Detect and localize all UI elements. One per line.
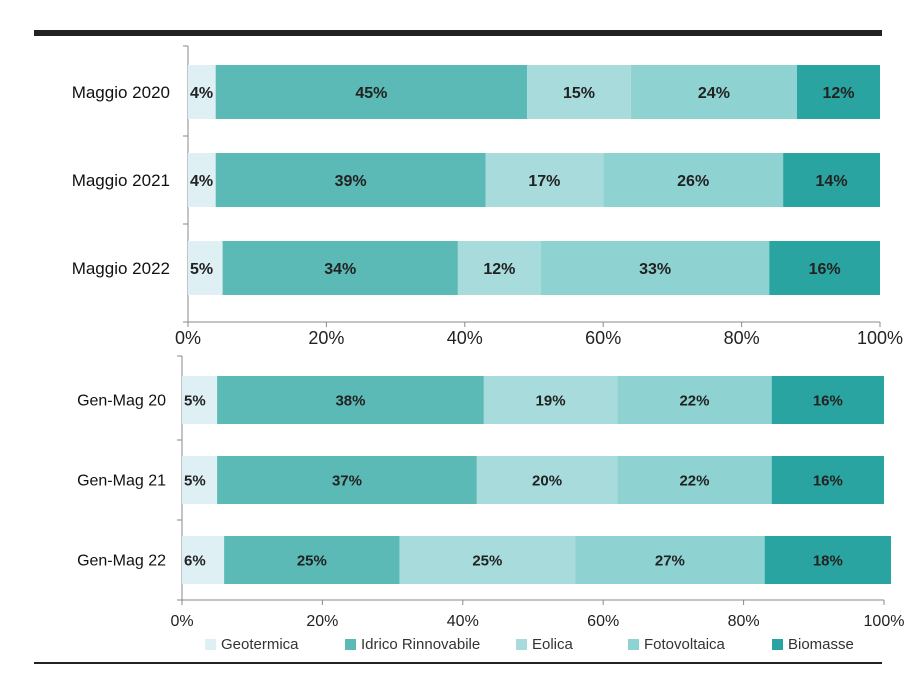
bar-segment <box>783 153 880 207</box>
data-label: 17% <box>528 173 560 190</box>
data-label: 6% <box>184 552 206 569</box>
category-label: Gen-Mag 20 <box>77 393 166 410</box>
legend-label: Eolica <box>532 636 574 653</box>
category-label: Maggio 2021 <box>72 171 170 190</box>
data-label: 12% <box>822 85 854 102</box>
bottom-rule <box>34 662 882 664</box>
x-tick-label: 20% <box>306 613 338 630</box>
x-tick-label: 0% <box>170 613 193 630</box>
x-tick-label: 100% <box>864 613 905 630</box>
category-label: Maggio 2022 <box>72 259 170 278</box>
x-tick-label: 0% <box>175 328 201 348</box>
data-label: 20% <box>532 472 562 489</box>
bar-segment <box>540 241 770 295</box>
bar-segment <box>182 456 218 504</box>
data-label: 33% <box>639 261 671 278</box>
legend-swatch <box>516 639 527 650</box>
data-label: 45% <box>355 85 387 102</box>
legend-swatch <box>205 639 216 650</box>
x-tick-label: 100% <box>857 328 903 348</box>
legend-label: Geotermica <box>221 636 299 653</box>
bar-segment <box>796 65 880 119</box>
data-label: 22% <box>679 472 709 489</box>
bar-segment <box>630 65 797 119</box>
x-tick-label: 40% <box>447 613 479 630</box>
bar-segment <box>764 536 892 584</box>
bar-segment <box>399 536 576 584</box>
x-tick-label: 80% <box>728 613 760 630</box>
bar-segment <box>483 376 618 424</box>
data-label: 34% <box>324 261 356 278</box>
bar-segment <box>215 153 486 207</box>
bar-segment <box>182 376 218 424</box>
category-label: Gen-Mag 21 <box>77 473 166 490</box>
bar-segment <box>769 241 880 295</box>
category-label: Gen-Mag 22 <box>77 553 166 570</box>
data-label: 16% <box>813 472 843 489</box>
bar-segment <box>476 456 618 504</box>
x-tick-label: 60% <box>587 613 619 630</box>
x-tick-label: 80% <box>724 328 760 348</box>
data-label: 26% <box>677 173 709 190</box>
legend-swatch <box>628 639 639 650</box>
bar-segment <box>222 241 458 295</box>
data-label: 25% <box>472 552 502 569</box>
x-tick-label: 40% <box>447 328 483 348</box>
bar-segment <box>224 536 400 584</box>
bar-segment <box>217 456 477 504</box>
bar-segment <box>457 241 541 295</box>
data-label: 4% <box>190 173 213 190</box>
legend-label: Biomasse <box>788 636 854 653</box>
bar-segment <box>603 153 784 207</box>
data-label: 22% <box>679 392 709 409</box>
bar-segment <box>617 456 772 504</box>
x-tick-label: 20% <box>308 328 344 348</box>
bar-segment <box>182 536 225 584</box>
data-label: 37% <box>332 472 362 489</box>
bar-segment <box>188 241 223 295</box>
bar-segment <box>771 456 884 504</box>
data-label: 38% <box>335 392 365 409</box>
data-label: 15% <box>563 85 595 102</box>
legend-label: Idrico Rinnovabile <box>361 636 480 653</box>
data-label: 39% <box>335 173 367 190</box>
top-rule <box>34 30 882 36</box>
bar-segment <box>771 376 884 424</box>
data-label: 5% <box>184 472 206 489</box>
x-tick-label: 60% <box>585 328 621 348</box>
bar-segment <box>617 376 772 424</box>
bar-segment <box>485 153 604 207</box>
data-label: 4% <box>190 85 213 102</box>
data-label: 24% <box>698 85 730 102</box>
bar-segment <box>215 65 528 119</box>
data-label: 5% <box>184 392 206 409</box>
legend-swatch <box>345 639 356 650</box>
bar-segment <box>188 153 216 207</box>
legend-swatch <box>772 639 783 650</box>
data-label: 19% <box>536 392 566 409</box>
data-label: 16% <box>809 261 841 278</box>
data-label: 16% <box>813 392 843 409</box>
bar-segment <box>188 65 216 119</box>
category-label: Maggio 2020 <box>72 83 170 102</box>
data-label: 27% <box>655 552 685 569</box>
data-label: 12% <box>483 261 515 278</box>
bar-segment <box>527 65 631 119</box>
data-label: 5% <box>190 261 213 278</box>
data-label: 25% <box>297 552 327 569</box>
data-label: 14% <box>816 173 848 190</box>
legend-label: Fotovoltaica <box>644 636 726 653</box>
bar-segment <box>575 536 765 584</box>
bar-segment <box>217 376 484 424</box>
data-label: 18% <box>813 552 843 569</box>
